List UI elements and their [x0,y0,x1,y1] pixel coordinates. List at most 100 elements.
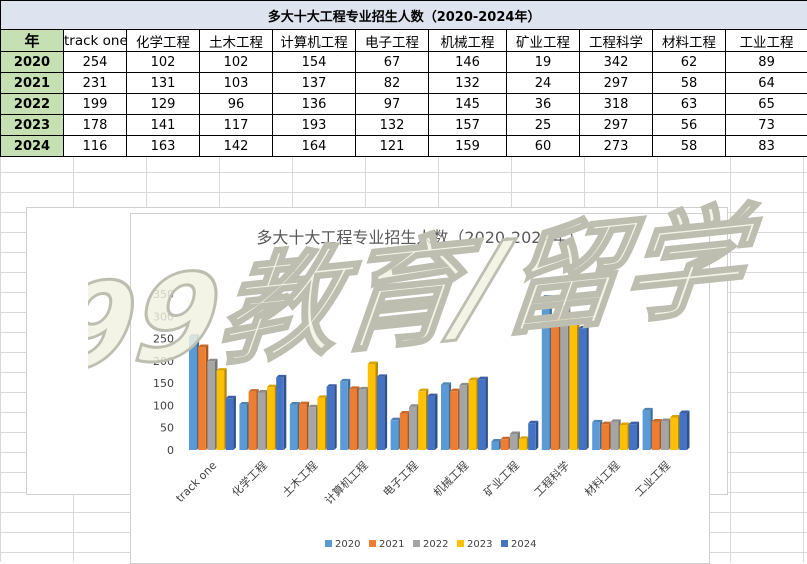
legend-swatch [457,540,464,547]
x-tick-label: 工程科学 [531,458,572,499]
bar-front [198,347,206,450]
x-tick-label: track one [173,459,219,505]
bar-side [233,396,236,450]
bar [601,422,611,450]
legend-label: 2023 [467,539,492,550]
bar [519,436,529,450]
bar-side [435,394,438,450]
bar [542,295,552,450]
x-tick-label: 材料工程 [582,458,623,499]
bar-front [299,404,307,450]
bar-front [427,396,435,450]
bar [317,395,327,450]
bar-front [459,385,467,450]
bar-side [485,377,488,450]
bar [308,405,318,450]
bar-front [643,410,651,450]
bar [441,382,451,450]
bar-front [267,387,275,450]
bar [207,359,217,450]
x-tick-label: 化学工程 [229,458,270,499]
x-tick-label: 计算机工程 [322,458,371,507]
legend-item[interactable]: 2020 [325,539,360,550]
bar-front [501,439,509,450]
bar-front [340,381,348,450]
legend-item[interactable]: 2022 [413,539,448,550]
legend-item[interactable]: 2021 [369,539,404,550]
bar-series [189,295,690,450]
bar [409,404,419,450]
bar-front [207,361,215,450]
legend-swatch [501,540,508,547]
bar-front [611,422,619,450]
y-tick-label: 200 [153,355,174,368]
y-tick-label: 150 [153,377,174,390]
x-tick-label: 矿业工程 [481,459,521,499]
legend-label: 2020 [335,539,360,550]
bar [400,411,410,450]
x-tick-label: 电子工程 [381,459,421,499]
bar-front [519,439,527,450]
bar [510,431,520,450]
bar [377,374,387,450]
bar [569,315,579,450]
legend-item[interactable]: 2024 [501,539,536,550]
bar-side [385,374,388,450]
bar-front [391,420,399,450]
bar [217,368,227,450]
bar-side [334,384,337,450]
bar-front [629,424,637,450]
bar-side [586,326,589,450]
y-tick-label: 250 [153,333,174,346]
bar-front [317,398,325,450]
bar [427,394,437,450]
bar-front [258,393,266,450]
bar-front [409,407,417,450]
bar-front [308,407,316,450]
chart-title: 多大十大工程专业招生人数（2020-2024年） [256,228,583,247]
bar-front [592,422,600,450]
bar [643,408,653,450]
x-tick-label: 土木工程 [280,459,320,499]
bar [249,389,259,450]
bar-front [290,405,298,450]
bar-front [418,391,426,450]
bar-front [450,391,458,450]
bar [469,378,479,450]
bar-front [189,337,197,450]
bar-front [560,308,568,450]
bar [340,379,350,450]
bar [592,420,602,450]
bar [189,334,199,450]
bar [349,386,359,450]
bar-front [249,392,257,450]
bar-front [239,405,247,450]
y-tick-label: 350 [153,288,174,301]
bar-front [551,318,559,450]
legend-item[interactable]: 2023 [457,539,492,550]
bar-front [652,421,660,450]
bar [226,396,236,450]
y-tick-label: 50 [160,422,174,435]
bar [327,384,337,450]
bar [359,387,369,450]
bar-front [217,371,225,450]
legend-label: 2021 [379,539,404,550]
bar [267,385,277,450]
bar-front [368,364,376,450]
bar-front [327,387,335,450]
bar-front [359,389,367,450]
bar-side [536,421,539,450]
y-tick-label: 300 [153,310,174,323]
bar [478,377,488,450]
bar-front [579,328,587,450]
bar-front [469,380,477,450]
bar-front [661,421,669,450]
y-tick-label: 0 [167,444,174,457]
bar [368,361,378,450]
bar-front [510,434,518,450]
bar-front [377,377,385,450]
bar-side [687,411,690,450]
bar [551,315,561,450]
